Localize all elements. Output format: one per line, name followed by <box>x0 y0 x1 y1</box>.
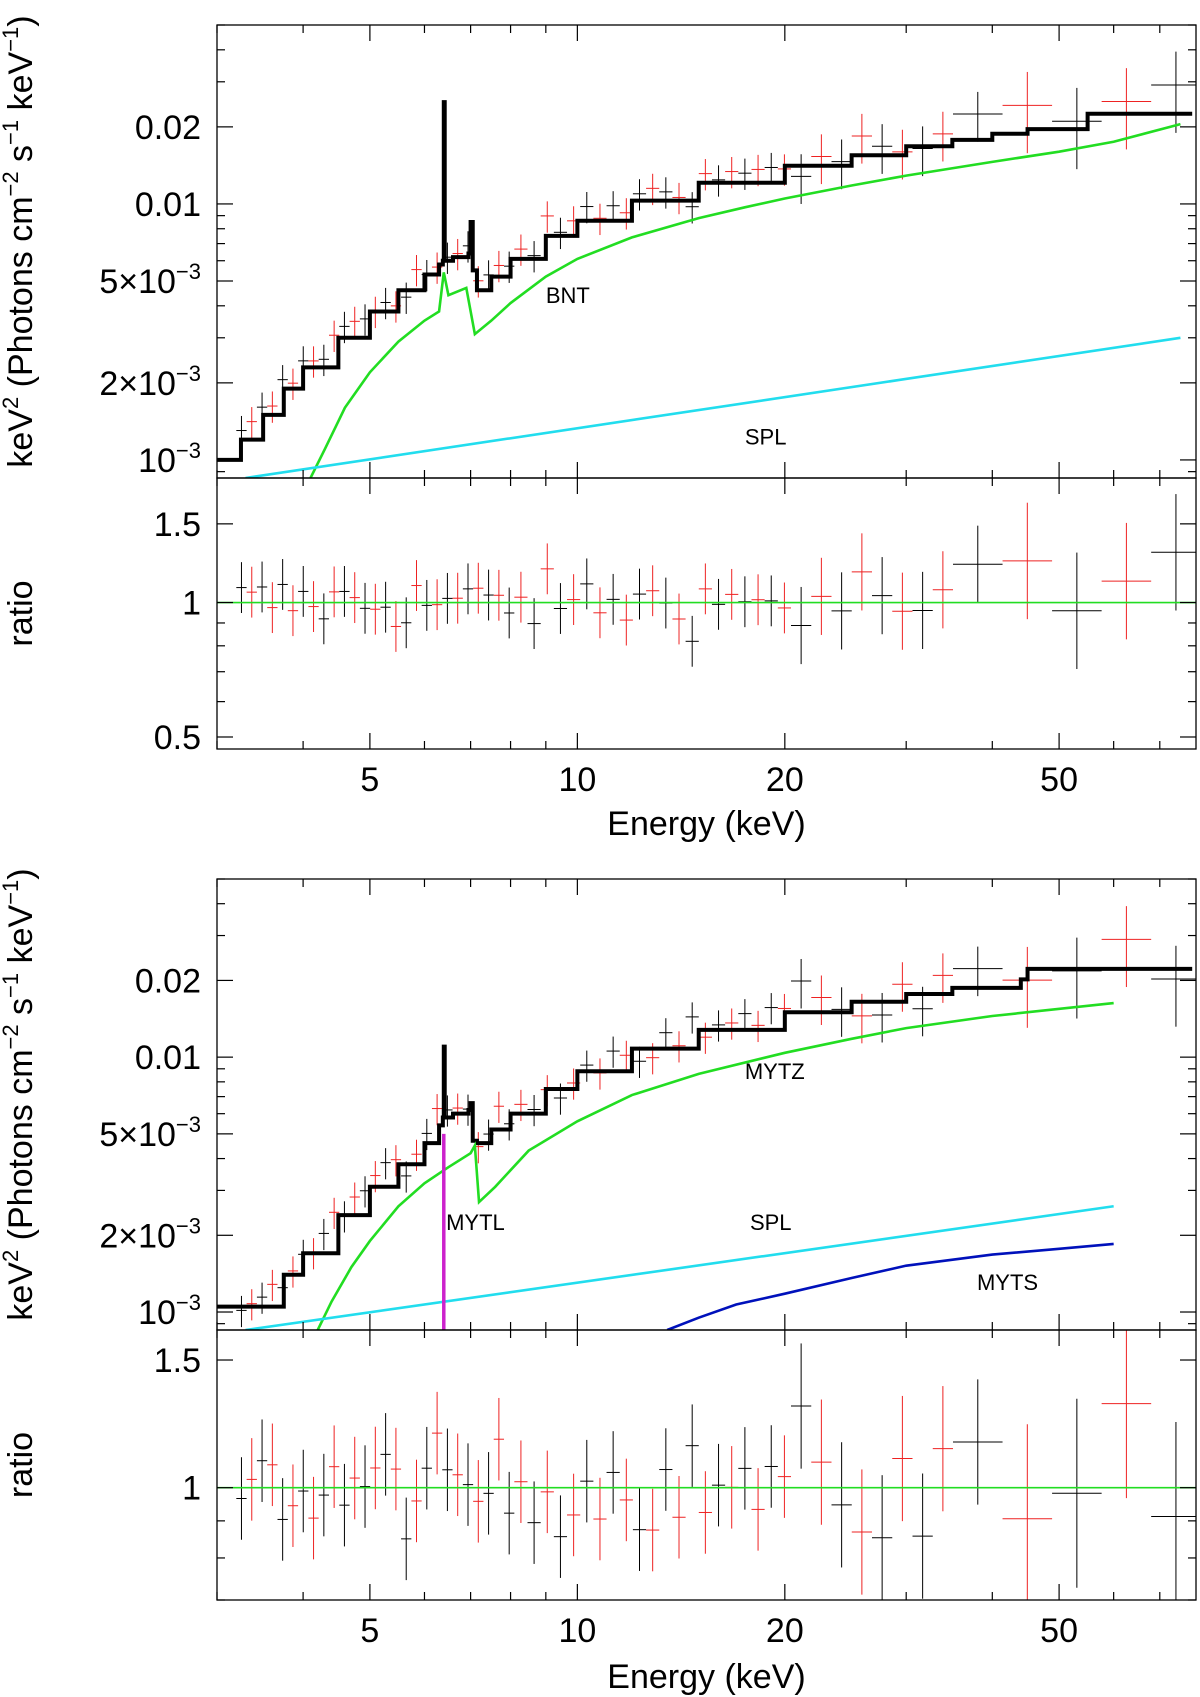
component-label: SPL <box>750 1210 792 1235</box>
x-tick-label: 50 <box>1040 1612 1078 1650</box>
component-label: MYTS <box>977 1270 1038 1295</box>
x-tick-label: 20 <box>766 1612 804 1650</box>
ratio-data-points <box>236 1330 1196 1600</box>
x-ticks <box>216 25 1161 749</box>
ratio-y-axis-title: ratio <box>2 580 40 646</box>
y-tick-label: 10−3 <box>138 438 201 480</box>
model-curve-myts <box>666 1242 1114 1330</box>
model-curve-total-model <box>217 100 1193 462</box>
y-tick-label: 10−3 <box>138 1290 201 1332</box>
ratio-y-ticks <box>217 1359 1196 1601</box>
model-curve-spl <box>245 336 1181 478</box>
ratio-plot-area <box>217 494 1196 670</box>
spectrum-y-ticks <box>217 878 1196 1325</box>
ratio-y-tick-label: 1 <box>182 585 201 623</box>
ratio-y-tick-label: 1.5 <box>154 506 201 544</box>
model-curve-spl <box>245 1204 1114 1330</box>
x-tick-label: 5 <box>360 761 379 799</box>
y-tick-label: 5×10−3 <box>99 259 201 301</box>
spectrum-plot-area <box>217 51 1196 478</box>
spectrum-y-axis-title: keV2 (Photons cm−2 s−1 keV−1) <box>0 15 40 467</box>
component-label: SPL <box>745 424 787 449</box>
ratio-y-axis-title: ratio <box>2 1432 40 1498</box>
spectrum-frame <box>216 878 1197 1331</box>
component-label: MYTZ <box>745 1059 805 1084</box>
x-tick-label: 10 <box>558 761 596 799</box>
model-curve-mytz <box>316 1001 1114 1330</box>
y-tick-label: 5×10−3 <box>99 1112 201 1154</box>
ratio-y-tick-label: 1.5 <box>154 1342 201 1380</box>
y-tick-label: 0.02 <box>135 109 201 147</box>
model-curve-bnt <box>309 122 1181 478</box>
ratio-data-points <box>236 494 1196 670</box>
spectrum-y-ticks <box>217 24 1196 473</box>
panel-bottom: MYTZ MYTL SPL MYTS 5 10 20 50 Energy (keV) 0.02 0.… <box>0 868 1197 1696</box>
y-tick-label: 2×10−3 <box>99 1213 201 1255</box>
ratio-plot-area <box>217 1330 1196 1600</box>
ratio-y-tick-label: 0.5 <box>154 719 201 757</box>
component-label: MYTL <box>446 1210 505 1235</box>
spectrum-y-axis-title: keV2 (Photons cm−2 s−1 keV−1) <box>0 868 40 1320</box>
x-axis-title: Energy (keV) <box>607 1658 805 1696</box>
ratio-frame <box>216 477 1197 750</box>
ratio-y-ticks <box>217 523 1196 738</box>
x-ticks <box>216 879 1161 1600</box>
x-tick-label: 10 <box>558 1612 596 1650</box>
x-tick-label: 50 <box>1040 761 1078 799</box>
x-tick-label: 20 <box>766 761 804 799</box>
y-tick-label: 0.02 <box>135 962 201 1000</box>
panel-top: BNT SPL 5 10 20 50 Energy (keV) 0.02 0.01 5×10−3 2… <box>0 15 1197 843</box>
model-curve-total-model <box>217 966 1193 1309</box>
x-tick-label: 5 <box>360 1612 379 1650</box>
y-tick-label: 0.01 <box>135 186 201 224</box>
y-tick-label: 2×10−3 <box>99 361 201 403</box>
ratio-frame <box>216 1329 1197 1601</box>
data-points <box>236 51 1196 448</box>
ratio-y-tick-label: 1 <box>182 1470 201 1508</box>
component-label: BNT <box>546 283 590 308</box>
y-tick-label: 0.01 <box>135 1039 201 1077</box>
x-axis-title: Energy (keV) <box>607 805 805 843</box>
spectrum-plot-area <box>217 906 1196 1330</box>
